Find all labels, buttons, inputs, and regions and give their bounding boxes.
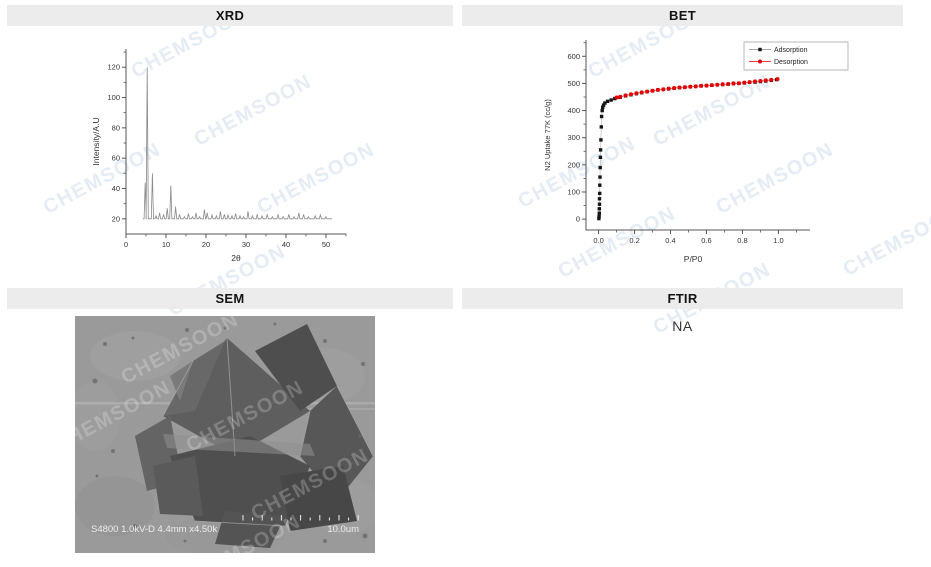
svg-text:40: 40 — [112, 184, 120, 193]
svg-text:200: 200 — [567, 160, 580, 169]
xrd-chart: 0 10 20 30 40 50 20 40 60 80 100 120 2θ Intensity/A.U — [91, 49, 347, 263]
svg-text:50: 50 — [322, 240, 330, 249]
panel-title-ftir: FTIR — [667, 291, 698, 306]
svg-text:400: 400 — [567, 106, 580, 115]
svg-text:300: 300 — [567, 133, 580, 142]
bet-chart: 0.0 0.2 0.4 0.6 0.8 1.0 0 100 200 300 400 500 600 P/P… — [543, 40, 849, 264]
svg-text:0.6: 0.6 — [701, 236, 711, 245]
svg-text:500: 500 — [567, 79, 580, 88]
svg-text:100: 100 — [107, 93, 120, 102]
panel-header-xrd: XRD — [7, 5, 453, 26]
svg-text:Desorption: Desorption — [774, 59, 808, 66]
sem-micrograph: S4800 1.0kV-D 4.4mm x4.50k 10.0um — [75, 316, 375, 553]
bet-legend: Adsorption Desorption — [743, 41, 849, 71]
panel-title-sem: SEM — [215, 291, 245, 306]
panel-title-bet: BET — [669, 8, 696, 23]
svg-text:0.8: 0.8 — [737, 236, 747, 245]
svg-text:80: 80 — [112, 123, 120, 132]
svg-text:0.4: 0.4 — [665, 236, 675, 245]
svg-text:40: 40 — [282, 240, 290, 249]
svg-text:1.0: 1.0 — [773, 236, 783, 245]
sem-image: S4800 1.0kV-D 4.4mm x4.50k 10.0um CHEMSO… — [75, 316, 375, 553]
panel-header-sem: SEM — [7, 288, 453, 309]
svg-text:60: 60 — [112, 154, 120, 163]
svg-text:100: 100 — [567, 188, 580, 197]
panel-title-xrd: XRD — [215, 8, 245, 23]
panel-header-ftir: FTIR — [462, 288, 903, 309]
svg-text:20: 20 — [202, 240, 210, 249]
svg-text:0.2: 0.2 — [629, 236, 639, 245]
sem-scale-bar — [242, 515, 359, 521]
svg-text:10: 10 — [162, 240, 170, 249]
svg-text:30: 30 — [242, 240, 250, 249]
svg-text:P/P0: P/P0 — [684, 254, 703, 264]
svg-text:N2 Uptake 77K (cc/g): N2 Uptake 77K (cc/g) — [543, 99, 552, 171]
svg-text:0.0: 0.0 — [593, 236, 603, 245]
panel-header-bet: BET — [462, 5, 903, 26]
svg-text:600: 600 — [567, 52, 580, 61]
svg-text:120: 120 — [107, 63, 120, 72]
svg-text:2θ: 2θ — [231, 253, 241, 263]
svg-text:0: 0 — [124, 240, 128, 249]
sem-crystal-cluster — [135, 324, 374, 548]
svg-text:Intensity/A.U: Intensity/A.U — [91, 117, 101, 165]
svg-text:Adsorption: Adsorption — [774, 47, 808, 54]
svg-text:0: 0 — [576, 215, 580, 224]
sem-speckles — [92, 322, 368, 543]
ftir-value: NA — [672, 318, 693, 334]
sem-caption: S4800 1.0kV-D 4.4mm x4.50k — [91, 524, 217, 535]
sem-scale-label: 10.0um — [327, 524, 359, 535]
svg-text:20: 20 — [112, 214, 120, 223]
